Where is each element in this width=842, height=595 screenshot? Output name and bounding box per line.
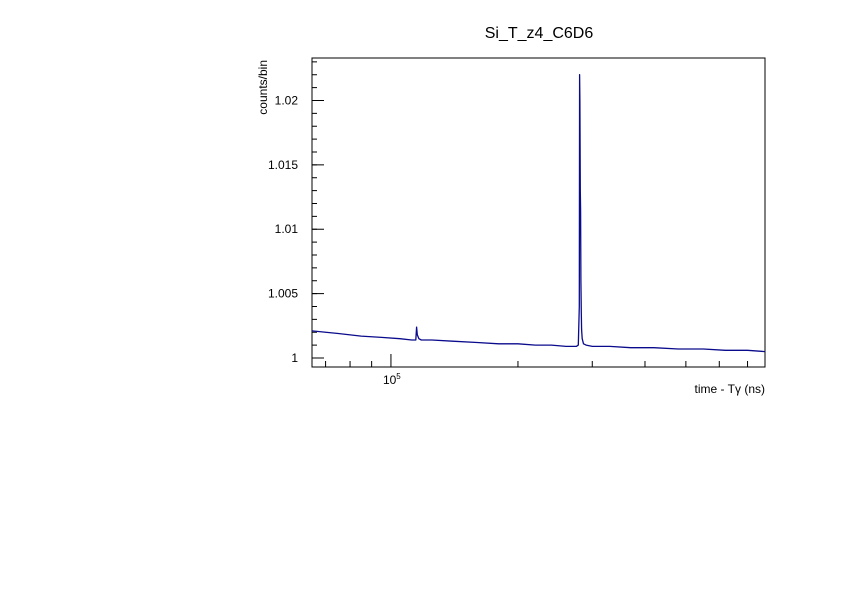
y-tick-label: 1: [291, 351, 298, 365]
y-axis-label: counts/bin: [256, 60, 270, 115]
y-tick-label: 1.015: [268, 158, 298, 172]
x-tick-label: 105: [383, 372, 401, 387]
y-tick-label: 1.005: [268, 287, 298, 301]
series-group: [311, 74, 766, 353]
axis-ticks: [312, 61, 749, 367]
y-tick-label: 1.01: [275, 222, 299, 236]
plot-frame: [311, 57, 766, 368]
chart-title: Si_T_z4_C6D6: [485, 25, 594, 42]
y-tick-label: 1.02: [275, 93, 299, 107]
x-axis-label: time - Tγ (ns): [695, 382, 765, 396]
tick-labels: 1 1.005 1.01 1.015 1.02 105: [268, 93, 401, 387]
series-line: [311, 74, 766, 353]
